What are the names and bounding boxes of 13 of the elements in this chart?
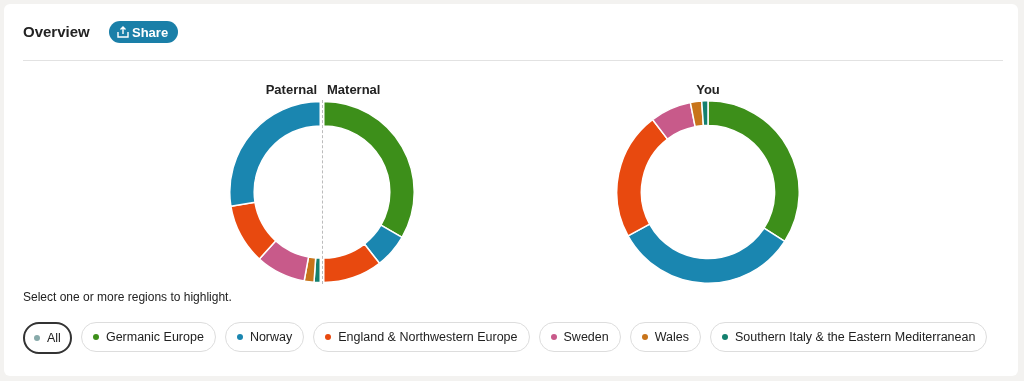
- chart-title: You: [695, 82, 721, 97]
- chart-title: Maternal: [327, 82, 381, 97]
- text: Overview: [23, 23, 90, 40]
- legend-label: England & Northwestern Europe: [338, 330, 518, 344]
- legend-label: Wales: [654, 330, 689, 344]
- legend-label: Germanic Europe: [105, 330, 204, 344]
- legend-title: All: [47, 331, 61, 345]
- legend-label: Sweden: [563, 330, 609, 344]
- legend-label: Southern Italy & the Eastern Mediterranean: [734, 330, 976, 344]
- text: Share: [132, 24, 169, 40]
- chart-title: Paternal: [265, 82, 317, 97]
- text: Select one or more regions to highlight.: [23, 290, 232, 304]
- legend-label: Norway: [249, 330, 293, 344]
